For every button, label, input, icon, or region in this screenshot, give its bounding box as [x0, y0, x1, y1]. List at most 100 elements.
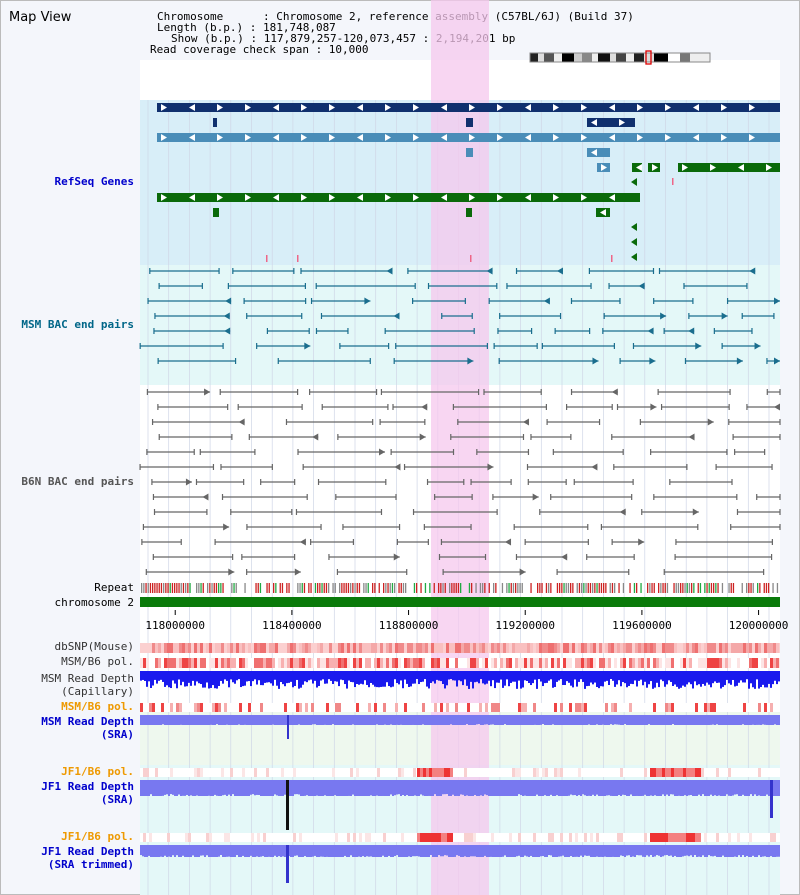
jf1-depth-sra-bar: [704, 780, 706, 796]
jf1-depth-sra-bar: [208, 780, 210, 796]
repeat-element: [341, 583, 343, 593]
dbsnp-strip-cell: [179, 643, 182, 653]
msm-depth-sra-bar: [292, 715, 294, 725]
jf1-depth-trimmed-bar: [474, 845, 476, 857]
jf1-depth-sra-bar: [608, 780, 610, 796]
msm-depth-sra-bar: [712, 715, 714, 725]
msm-b6-pol-strip-cell: [425, 658, 428, 668]
ideogram-band: [538, 53, 544, 62]
repeat-element: [717, 583, 719, 593]
jf1-depth-sra-bar: [218, 780, 220, 796]
repeat-element: [548, 583, 550, 593]
repeat-element: [363, 583, 365, 593]
msm-depth-capillary-bar: [488, 671, 490, 681]
repeat-element: [202, 583, 204, 593]
ideogram-band: [582, 53, 592, 62]
msm-depth-capillary-bar: [528, 671, 530, 684]
msm-depth-sra-bar: [326, 715, 328, 725]
jf1-depth-sra-bar: [238, 780, 240, 796]
msm-depth-capillary-bar: [522, 671, 524, 688]
repeat-element: [660, 583, 662, 593]
msm-depth-sra-bar: [140, 715, 142, 725]
strand-arrow: [561, 553, 568, 561]
msm-depth-capillary-bar: [518, 671, 520, 681]
jf1-depth-sra-bar: [622, 780, 624, 795]
msm-depth-sra-bar: [518, 715, 520, 725]
msm-depth-capillary-bar: [500, 671, 502, 680]
msm-depth-sra-bar: [316, 715, 318, 725]
jf1-depth-trimmed-bar: [592, 845, 594, 857]
jf1-depth-trimmed-bar: [764, 845, 766, 857]
msm-depth-capillary-bar: [766, 671, 768, 688]
msm-b6-pol-2-strip-cell: [569, 703, 572, 712]
repeat-element: [156, 583, 158, 593]
msm-depth-sra-bar: [268, 715, 270, 725]
msm-depth-sra-bar: [766, 715, 768, 725]
jf1-depth-trimmed-bar: [502, 845, 504, 857]
ideogram-band: [680, 53, 690, 62]
strand-arrow: [532, 493, 539, 501]
msm-depth-capillary-bar: [510, 671, 512, 683]
dbsnp-strip-cell: [359, 643, 362, 653]
ideogram-position-marker: [645, 50, 652, 65]
msm-b6-pol-strip-cell: [602, 658, 605, 668]
jf1-depth-sra-bar: [450, 780, 452, 796]
jf1-b6-pol-2-strip-cell: [224, 833, 227, 842]
jf1-b6-pol-2-hot: [671, 833, 674, 842]
msm-depth-capillary-bar: [178, 671, 180, 680]
msm-depth-capillary-bar: [462, 671, 464, 686]
jf1-depth-trimmed-bar: [190, 845, 192, 857]
jf1-depth-trimmed-bar: [320, 845, 322, 857]
dbsnp-strip-cell: [611, 643, 614, 653]
msm-depth-sra-bar: [318, 715, 320, 725]
dbsnp-strip-cell: [521, 643, 524, 653]
jf1-b6-pol-2-strip-cell: [401, 833, 404, 842]
repeat-element: [233, 583, 235, 593]
dbsnp-strip-cell: [527, 643, 530, 653]
msm-depth-capillary-bar: [620, 671, 622, 687]
jf1-depth-trimmed-bar: [646, 845, 648, 856]
jf1-depth-sra-bar: [438, 780, 440, 796]
strand-arrow: [609, 134, 615, 141]
dbsnp-strip-cell: [176, 643, 179, 653]
strand-arrow: [525, 104, 531, 111]
dbsnp-strip-cell: [578, 643, 581, 653]
repeat-element: [317, 583, 319, 593]
strand-arrow: [202, 493, 209, 501]
msm-depth-capillary-bar: [508, 671, 510, 687]
jf1-depth-sra-bar: [668, 780, 670, 796]
jf1-depth-sra-bar: [340, 780, 342, 796]
msm-b6-pol-strip-cell: [416, 658, 419, 668]
dbsnp-strip-cell: [242, 643, 245, 653]
jf1-b6-pol-strip-cell: [515, 768, 518, 777]
strand-arrow: [650, 403, 657, 411]
jf1-depth-sra-bar: [518, 780, 520, 795]
jf1-b6-pol-strip-cell: [533, 768, 536, 777]
dbsnp-strip-cell: [350, 643, 353, 653]
msm-b6-pol-2-strip-cell: [299, 703, 302, 712]
msm-depth-capillary-bar: [478, 671, 480, 684]
dbsnp-strip-cell: [446, 643, 449, 653]
repeat-element: [519, 583, 521, 593]
msm-depth-capillary-bar: [678, 671, 680, 689]
jf1-depth-sra-bar: [360, 780, 362, 796]
jf1-depth-sra-bar: [660, 780, 662, 796]
jf1-depth-trimmed-bar: [336, 845, 338, 857]
repeat-element: [209, 583, 211, 593]
strand-arrow: [329, 134, 335, 141]
msm-depth-sra-bar: [304, 715, 306, 725]
jf1-depth-sra-bar: [652, 780, 654, 796]
jf1-depth-sra-bar: [214, 780, 216, 795]
jf1-b6-pol-2-hot: [689, 833, 692, 842]
jf1-depth-sra-bar: [502, 780, 504, 796]
msm-depth-capillary-bar: [638, 671, 640, 681]
jf1-b6-pol-2-hot: [420, 833, 423, 842]
jf1-depth-sra-bar: [516, 780, 518, 796]
jf1-b6-pol-2-hot: [665, 833, 668, 842]
repeat-element: [343, 583, 345, 593]
msm-depth-sra-bar: [694, 715, 696, 725]
dbsnp-strip-cell: [338, 643, 341, 653]
jf1-depth-trimmed-bar: [146, 845, 148, 857]
strand-arrow: [774, 403, 780, 411]
